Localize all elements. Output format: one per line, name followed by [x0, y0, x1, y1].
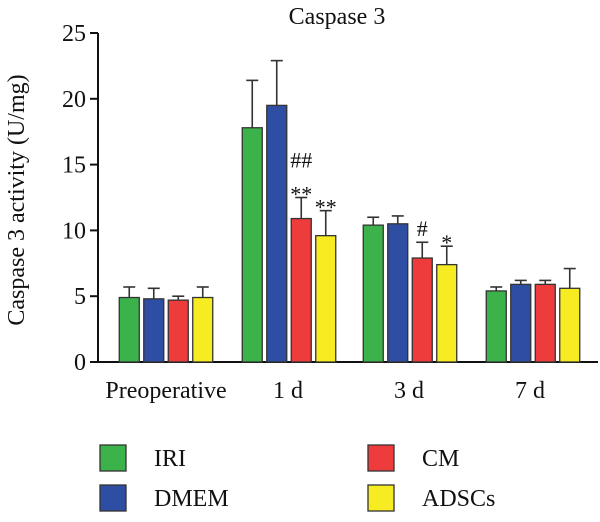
legend-swatch-iri [99, 444, 127, 472]
bar-iri-1 [241, 127, 263, 363]
significance-mark: * [441, 230, 452, 255]
legend-label-iri: IRI [154, 446, 186, 472]
legend: IRI DMEM CM ADSCs [99, 444, 495, 512]
significance-mark: ## [290, 148, 312, 173]
significance-mark: ** [290, 182, 312, 207]
y-tick-label: 25 [62, 21, 86, 47]
bar-iri-3 [485, 290, 507, 363]
bar-dmem-2 [387, 223, 409, 363]
bar-dmem-1 [266, 104, 288, 363]
bars: ##****#* [118, 59, 581, 363]
bar-adscs-0 [192, 296, 214, 363]
bar-cm-0 [167, 299, 189, 363]
bar-adscs-3 [559, 287, 581, 363]
significance-mark: # [417, 216, 428, 241]
bar-cm-1 [290, 217, 312, 363]
y-tick-label: 5 [74, 284, 86, 310]
y-tick-label: 10 [62, 218, 86, 244]
x-tick-label: 7 d [515, 378, 545, 404]
chart-title: Caspase 3 [289, 4, 386, 30]
bar-iri-2 [362, 224, 384, 363]
y-axis-label: Caspase 3 activity (U/mg) [4, 74, 30, 325]
x-tick-label: Preoperative [105, 378, 226, 404]
legend-label-dmem: DMEM [154, 486, 229, 512]
x-tick-label: 1 d [273, 378, 303, 404]
bar-cm-3 [534, 283, 556, 363]
legend-label-cm: CM [422, 446, 459, 472]
bar-adscs-2 [436, 263, 458, 363]
y-tick-label: 15 [62, 153, 86, 179]
axes: 0 5 10 15 20 25 Preoperative 1 d 3 d 7 d [62, 21, 598, 404]
y-tick-label: 20 [62, 87, 86, 113]
legend-swatch-dmem [99, 484, 127, 512]
bar-cm-2 [411, 257, 433, 363]
x-tick-label: 3 d [394, 378, 424, 404]
bar-iri-0 [118, 296, 140, 363]
bar-dmem-0 [143, 298, 165, 363]
bar-dmem-3 [510, 283, 532, 363]
legend-swatch-cm [367, 444, 395, 472]
legend-label-adscs: ADSCs [422, 486, 495, 512]
bar-adscs-1 [315, 235, 337, 363]
legend-swatch-adscs [367, 484, 395, 512]
y-tick-label: 0 [74, 350, 86, 376]
significance-mark: ** [315, 195, 337, 220]
